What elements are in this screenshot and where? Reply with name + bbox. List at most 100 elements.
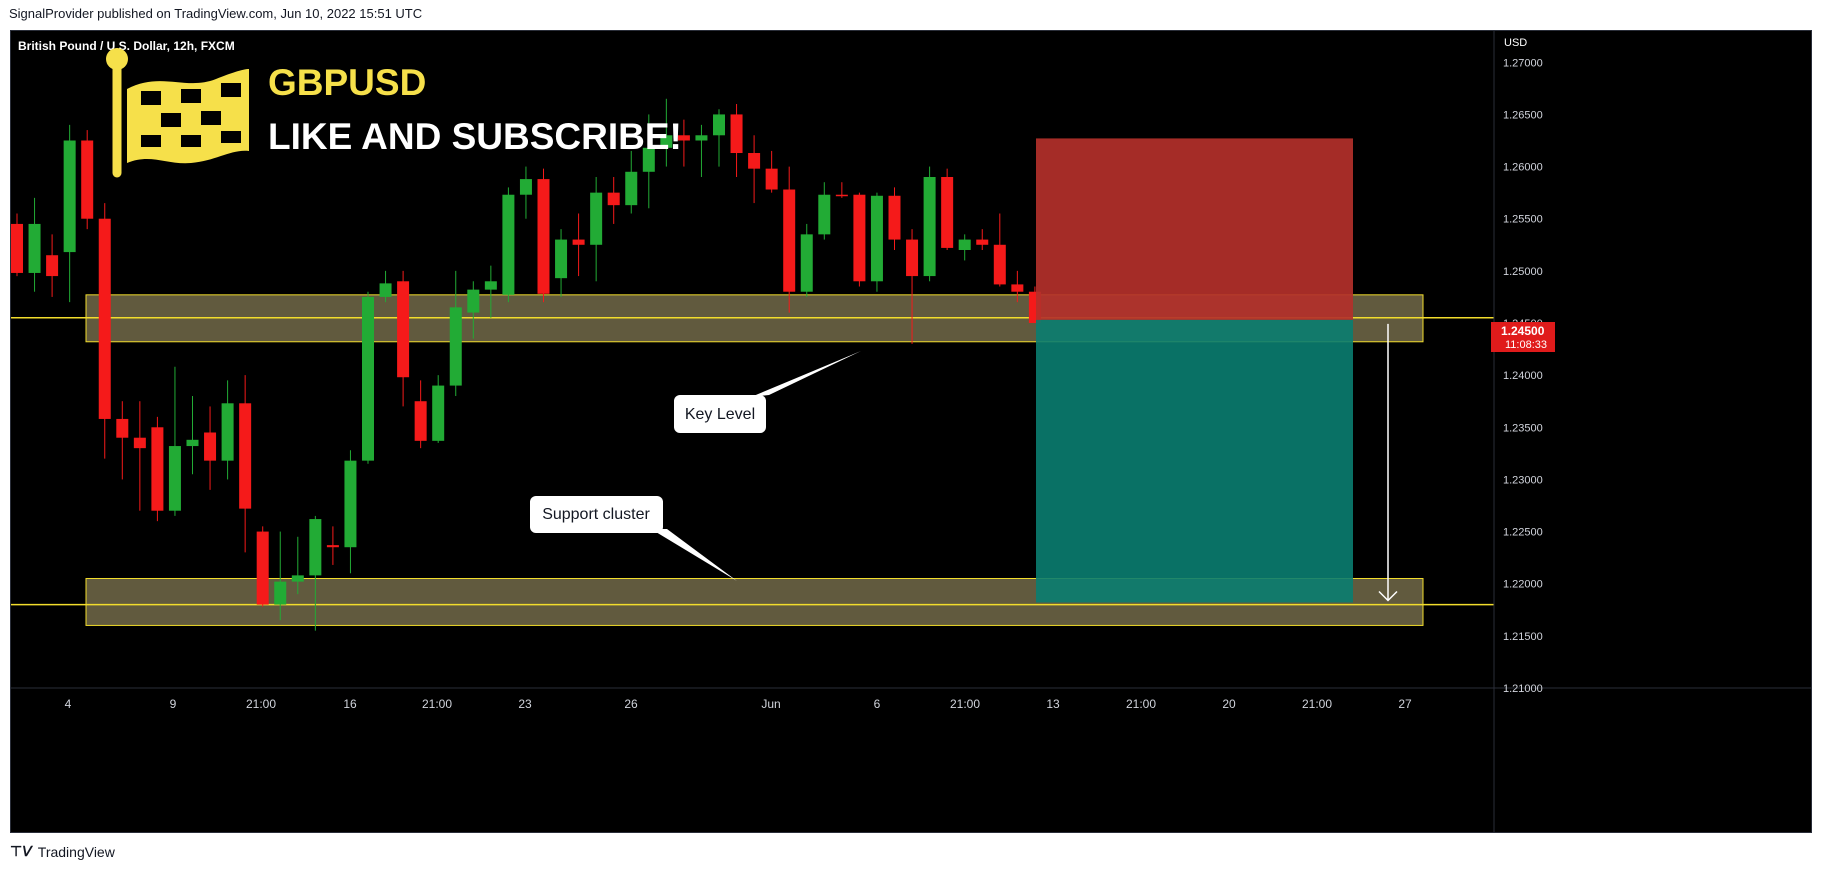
candle-body: [362, 296, 374, 461]
candle-body: [642, 147, 655, 172]
arrow-down-head: [1378, 590, 1398, 602]
candle-body: [993, 244, 1006, 285]
stop-loss-zone: [1036, 138, 1353, 320]
candle-body: [695, 135, 708, 141]
y-tick-label: 1.22000: [1503, 579, 1543, 591]
x-tick-label: 6: [874, 697, 881, 711]
candle-body: [765, 168, 778, 190]
y-tick-label: 1.25500: [1503, 214, 1543, 226]
price-chart[interactable]: 1.27000 1.26500 1.26000 1.25500 1.25000 1.245…: [11, 31, 1811, 832]
x-tick-label: 27: [1398, 697, 1412, 711]
x-tick-label: Jun: [761, 697, 780, 711]
candle-body: [116, 418, 129, 438]
x-tick-label: 9: [170, 697, 177, 711]
candle-body: [818, 194, 831, 235]
y-tick-label: 1.22500: [1503, 527, 1543, 539]
candle-body: [519, 179, 532, 195]
chart-panel[interactable]: 1.27000 1.26500 1.26000 1.25500 1.25000 1.245…: [10, 30, 1812, 833]
candle-body: [1011, 284, 1024, 292]
candle-body: [590, 192, 603, 245]
y-tick-label: 1.21500: [1503, 631, 1543, 643]
footer-brand[interactable]: ⊤𝘝 TradingView: [10, 843, 115, 860]
candle-body: [186, 439, 199, 447]
candle-body: [607, 192, 620, 206]
candle-body: [309, 519, 322, 576]
candle-body: [274, 581, 287, 605]
x-tick-label: 4: [65, 697, 72, 711]
y-tick-label: 1.26500: [1503, 109, 1543, 121]
candle-body: [81, 140, 94, 219]
candle-body: [379, 283, 392, 297]
candle-body: [414, 401, 427, 441]
flag-icon: [106, 48, 249, 178]
publisher-line: SignalProvider published on TradingView.…: [9, 6, 423, 21]
y-tick-label: 1.27000: [1503, 57, 1543, 69]
price-tag-value: 1.24500: [1501, 324, 1545, 338]
candle-body: [63, 140, 76, 253]
x-tick-label: 16: [343, 697, 357, 711]
x-tick-label: 21:00: [422, 697, 452, 711]
candle-body: [502, 194, 515, 295]
candle-body: [870, 195, 883, 282]
candle-body: [397, 281, 410, 378]
candle-body: [221, 403, 234, 461]
tradingview-logo-icon: ⊤𝘝: [10, 843, 32, 859]
x-tick-label: 21:00: [950, 697, 980, 711]
candle-body: [133, 437, 146, 449]
candle-body: [888, 195, 901, 240]
candle-body: [537, 179, 550, 294]
candles-layer: [11, 98, 1041, 631]
candle-body: [853, 194, 866, 282]
x-tick-label: 26: [624, 697, 638, 711]
candle-body: [28, 223, 41, 273]
y-tick-label: 1.24000: [1503, 370, 1543, 382]
candle-body: [677, 135, 690, 141]
x-tick-label: 21:00: [246, 697, 276, 711]
x-tick-label: 13: [1046, 697, 1060, 711]
banner-title: GBPUSD: [268, 62, 426, 103]
candle-body: [958, 239, 971, 250]
candle-body: [976, 239, 989, 245]
x-tick-label: 23: [518, 697, 532, 711]
candle-body: [344, 460, 357, 548]
candle-body: [291, 575, 304, 582]
take-profit-zone: [1036, 319, 1353, 603]
candle-body: [555, 239, 568, 279]
candle-body: [46, 255, 59, 277]
y-tick-label: 1.21000: [1503, 683, 1543, 695]
candle-body: [256, 531, 269, 605]
candle-body: [326, 545, 339, 548]
candle-body: [168, 446, 181, 511]
position-layer: [1036, 138, 1398, 603]
candle-body: [98, 218, 111, 419]
candle-body: [449, 307, 462, 386]
y-tick-label: 1.26000: [1503, 162, 1543, 174]
candle-body: [906, 239, 919, 277]
price-tag-countdown: 11:08:33: [1505, 339, 1547, 351]
candle-body: [800, 234, 813, 292]
callout-key-level: Key Level: [674, 351, 861, 433]
candle-body: [432, 385, 445, 441]
currency-label: USD: [1504, 37, 1527, 49]
candle-body: [713, 114, 725, 136]
candle-body: [204, 432, 217, 461]
callout-key-level-text: Key Level: [685, 406, 755, 423]
callout-support-text: Support cluster: [542, 506, 650, 523]
x-tick-label: 21:00: [1302, 697, 1332, 711]
candle-body: [923, 177, 936, 277]
candle-body: [941, 177, 954, 248]
footer-brand-text: TradingView: [37, 843, 115, 860]
y-tick-label: 1.25000: [1503, 266, 1543, 278]
callout-support: Support cluster: [530, 496, 737, 581]
price-tag: 1.24500 11:08:33: [1491, 322, 1555, 352]
candle-body: [730, 114, 743, 154]
x-tick-label: 20: [1222, 697, 1236, 711]
candle-body: [467, 289, 480, 313]
x-tick-label: 21:00: [1126, 697, 1156, 711]
candle-body: [835, 194, 848, 197]
candle-body: [11, 223, 23, 273]
y-tick-label: 1.23000: [1503, 474, 1543, 486]
candle-body: [748, 153, 761, 169]
candle-body: [151, 427, 164, 511]
candle-body: [239, 403, 252, 509]
